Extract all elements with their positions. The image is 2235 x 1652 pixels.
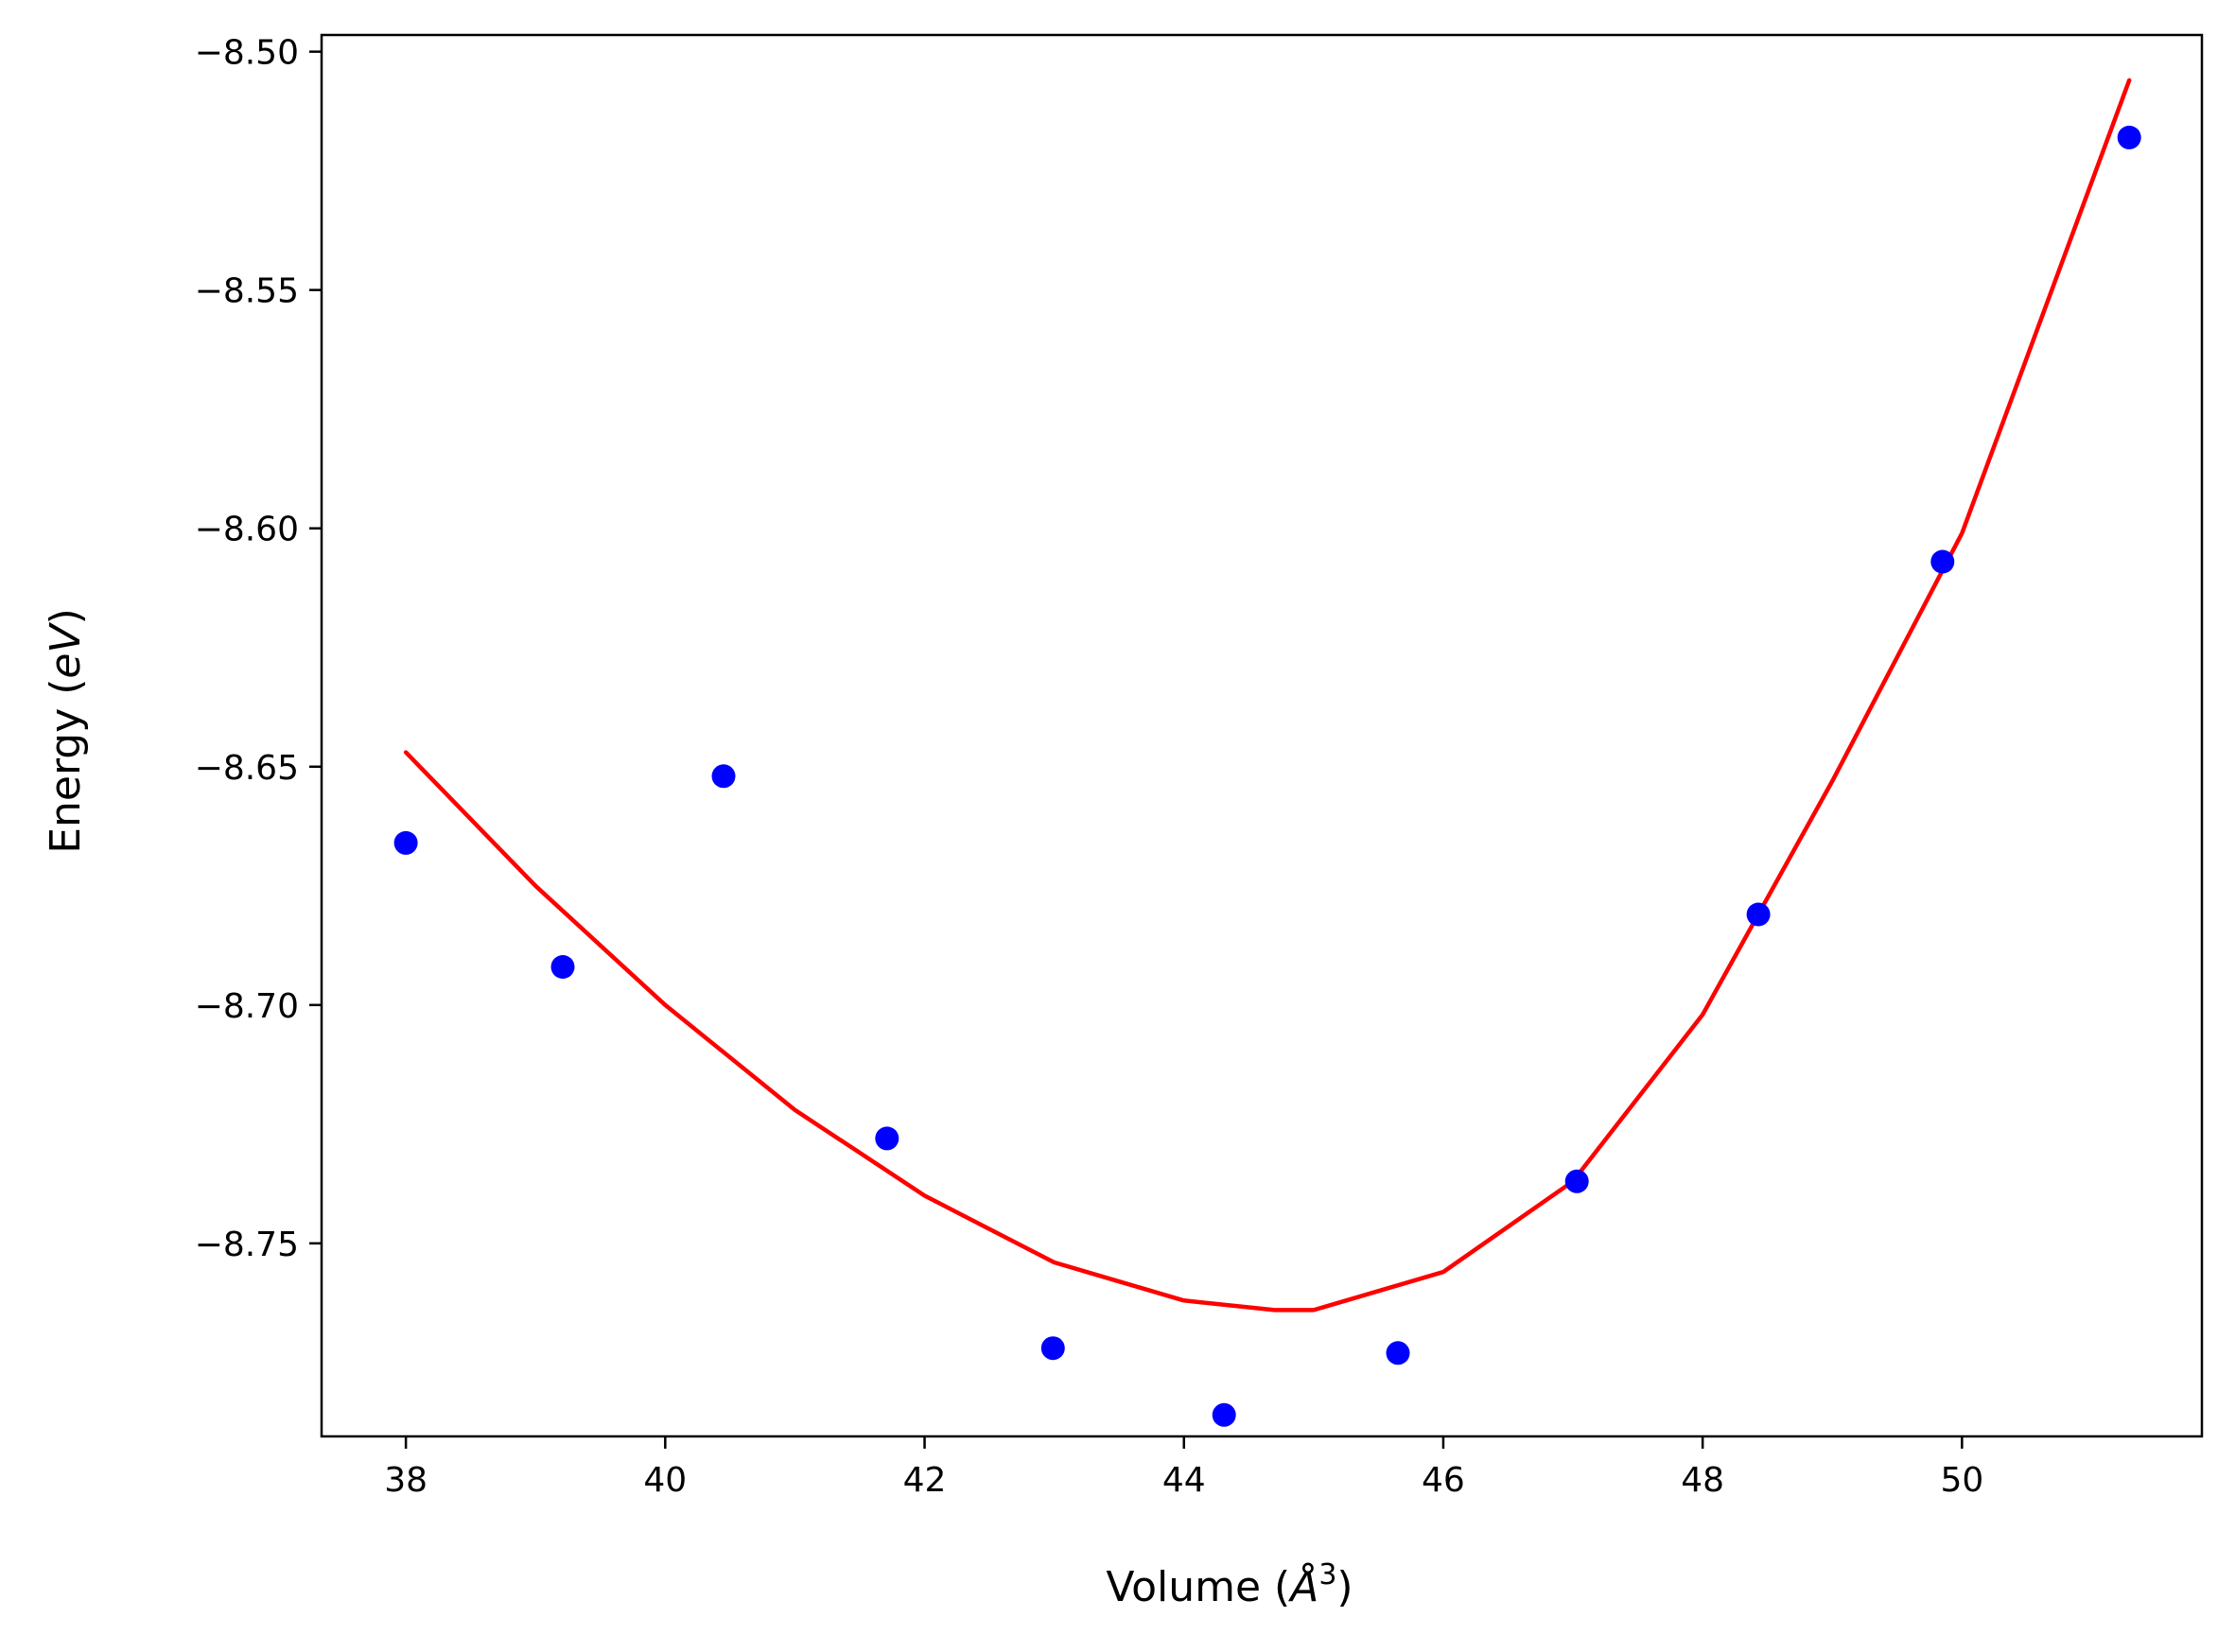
plot-frame — [320, 33, 2204, 1438]
data-point — [550, 955, 575, 979]
x-axis-label: Volume (Å3) — [1106, 1558, 1353, 1611]
data-point — [1040, 1336, 1065, 1361]
y-tick-label: −8.65 — [195, 749, 299, 788]
y-tick-label: −8.50 — [195, 34, 299, 73]
y-axis-label-end: ) — [42, 608, 90, 624]
x-axis-label-main: Volume ( — [1106, 1563, 1290, 1611]
x-axis-label-symbol: Å — [1287, 1561, 1318, 1611]
data-point — [393, 830, 418, 855]
data-point — [711, 764, 736, 789]
y-tick-label: −8.75 — [195, 1226, 299, 1264]
x-tick-label: 42 — [903, 1461, 947, 1500]
x-axis-ticks: 38 40 42 44 46 48 50 — [384, 1436, 1983, 1500]
x-tick-label: 50 — [1940, 1461, 1983, 1500]
x-axis-label-superscript: 3 — [1318, 1558, 1336, 1591]
fit-curve — [403, 78, 2132, 1313]
data-point — [1564, 1169, 1589, 1193]
plot-marks — [393, 78, 2141, 1427]
y-tick-label: −8.55 — [195, 272, 299, 311]
y-axis-label-main: Energy ( — [42, 679, 90, 854]
y-axis-ticks: −8.50 −8.55 −8.60 −8.65 −8.70 −8.75 — [195, 34, 322, 1264]
x-axis-label-end: ) — [1336, 1563, 1353, 1611]
x-tick-label: 44 — [1162, 1461, 1206, 1500]
data-point — [1212, 1402, 1236, 1427]
data-point — [1930, 549, 1955, 574]
y-axis-label: Energy (eV) — [42, 608, 90, 854]
x-tick-label: 40 — [643, 1461, 687, 1500]
data-point — [1746, 902, 1771, 927]
y-axis-label-symbol: eV — [42, 622, 90, 679]
data-point — [2117, 125, 2141, 149]
data-point — [1386, 1341, 1410, 1365]
y-tick-label: −8.60 — [195, 511, 299, 549]
x-tick-label: 48 — [1681, 1461, 1724, 1500]
data-point — [875, 1126, 899, 1151]
x-tick-label: 46 — [1422, 1461, 1465, 1500]
x-tick-label: 38 — [384, 1461, 428, 1500]
y-tick-label: −8.70 — [195, 987, 299, 1026]
